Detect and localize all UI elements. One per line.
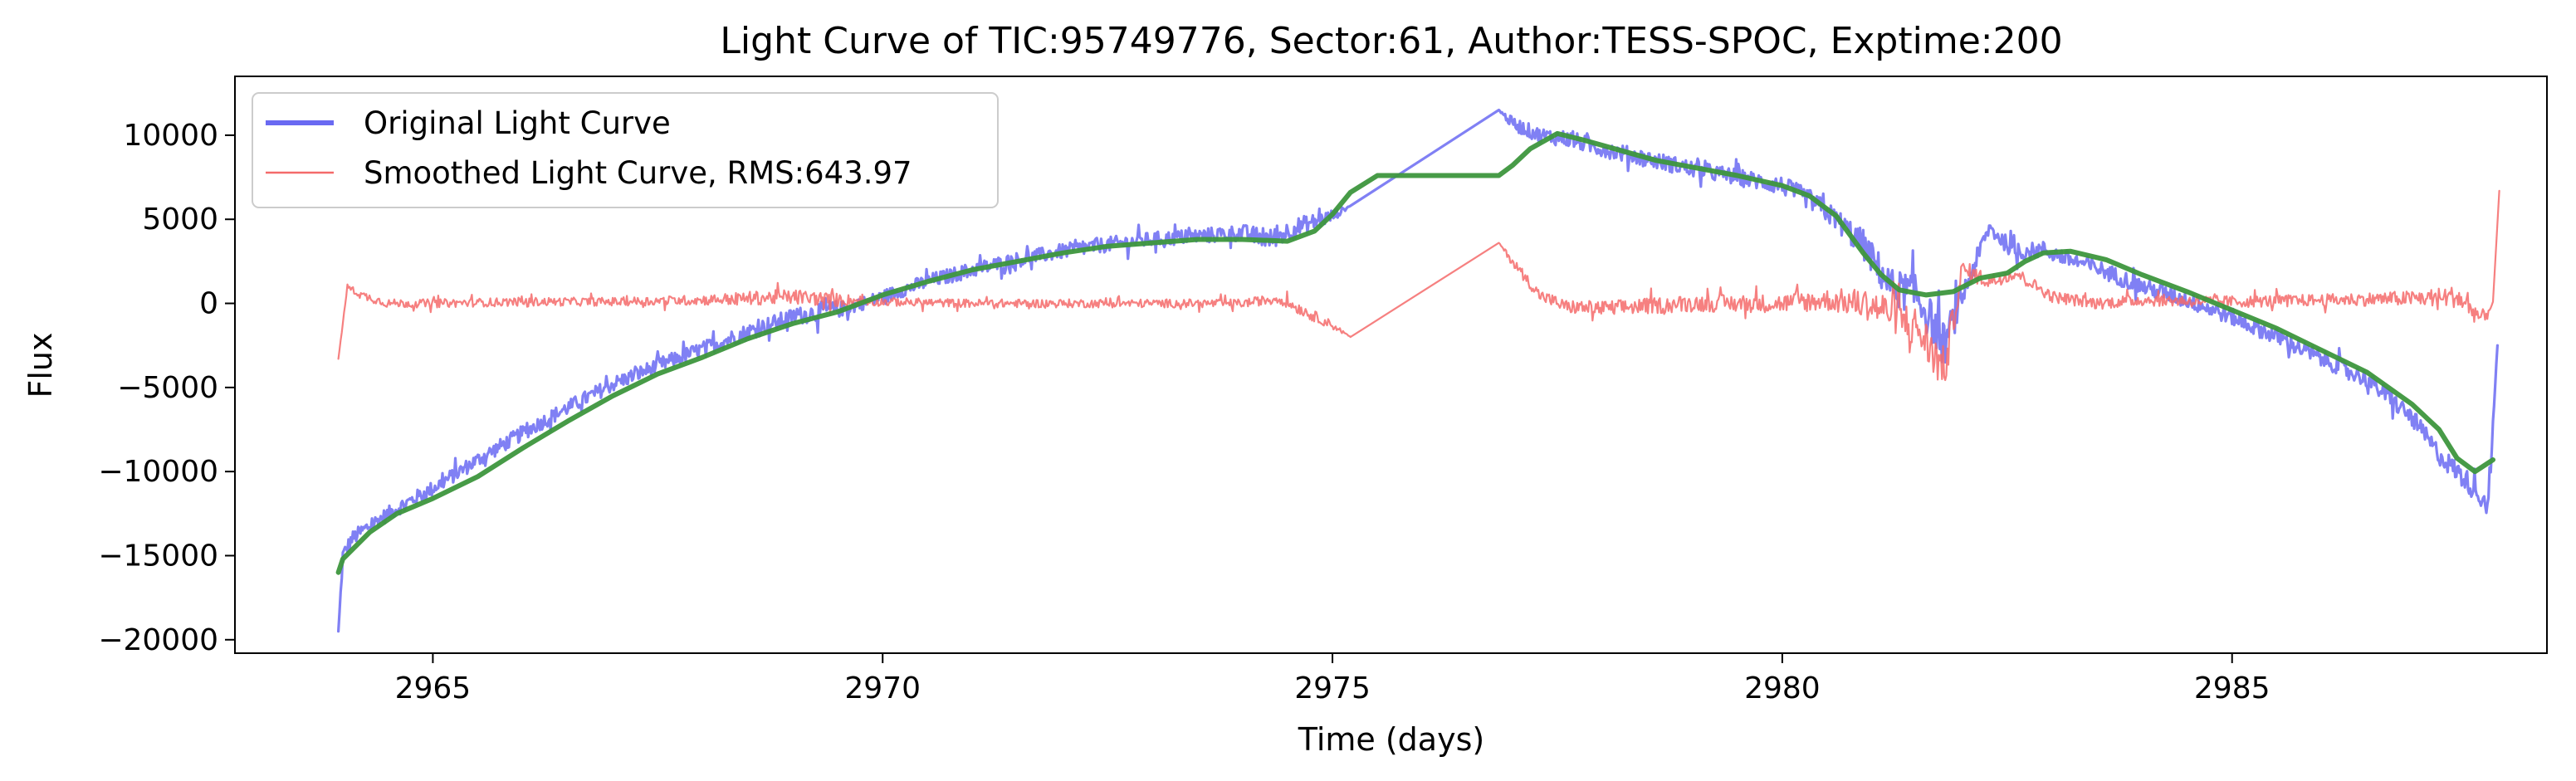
legend-label-smoothed: Smoothed Light Curve, RMS:643.97 bbox=[364, 155, 912, 191]
plot-area-frame bbox=[234, 76, 2548, 654]
x-tick-label: 2985 bbox=[2194, 671, 2270, 705]
y-tick-label: −20000 bbox=[98, 623, 218, 657]
y-tick-label: −15000 bbox=[98, 539, 218, 573]
legend-label-original: Original Light Curve bbox=[364, 105, 671, 141]
legend-box bbox=[252, 92, 999, 208]
y-axis-ticks: −20000 −15000 −10000 −5000 0 5000 10000 bbox=[98, 119, 235, 657]
x-tick-label: 2970 bbox=[844, 671, 921, 705]
x-tick-label: 2980 bbox=[1744, 671, 1821, 705]
x-tick-label: 2965 bbox=[395, 671, 472, 705]
series-layer bbox=[335, 108, 2500, 633]
y-tick-label: −10000 bbox=[98, 455, 218, 489]
y-tick-label: 5000 bbox=[142, 203, 218, 237]
y-tick-label: 0 bbox=[199, 287, 218, 321]
chart-title: Light Curve of TIC:95749776, Sector:61, … bbox=[720, 20, 2062, 62]
y-tick-label: −5000 bbox=[117, 371, 218, 405]
y-axis-label: Flux bbox=[22, 333, 59, 398]
series-trend-line bbox=[335, 130, 2495, 575]
series-smoothed-light-curve bbox=[337, 189, 2500, 382]
legend: Original Light Curve Smoothed Light Curv… bbox=[252, 92, 999, 208]
x-axis-ticks: 2965 2970 2975 2980 2985 bbox=[395, 653, 2270, 705]
x-axis-label: Time (days) bbox=[1298, 721, 1484, 758]
series-original-light-curve bbox=[337, 108, 2499, 633]
y-tick-label: 10000 bbox=[123, 119, 218, 153]
x-tick-label: 2975 bbox=[1294, 671, 1371, 705]
